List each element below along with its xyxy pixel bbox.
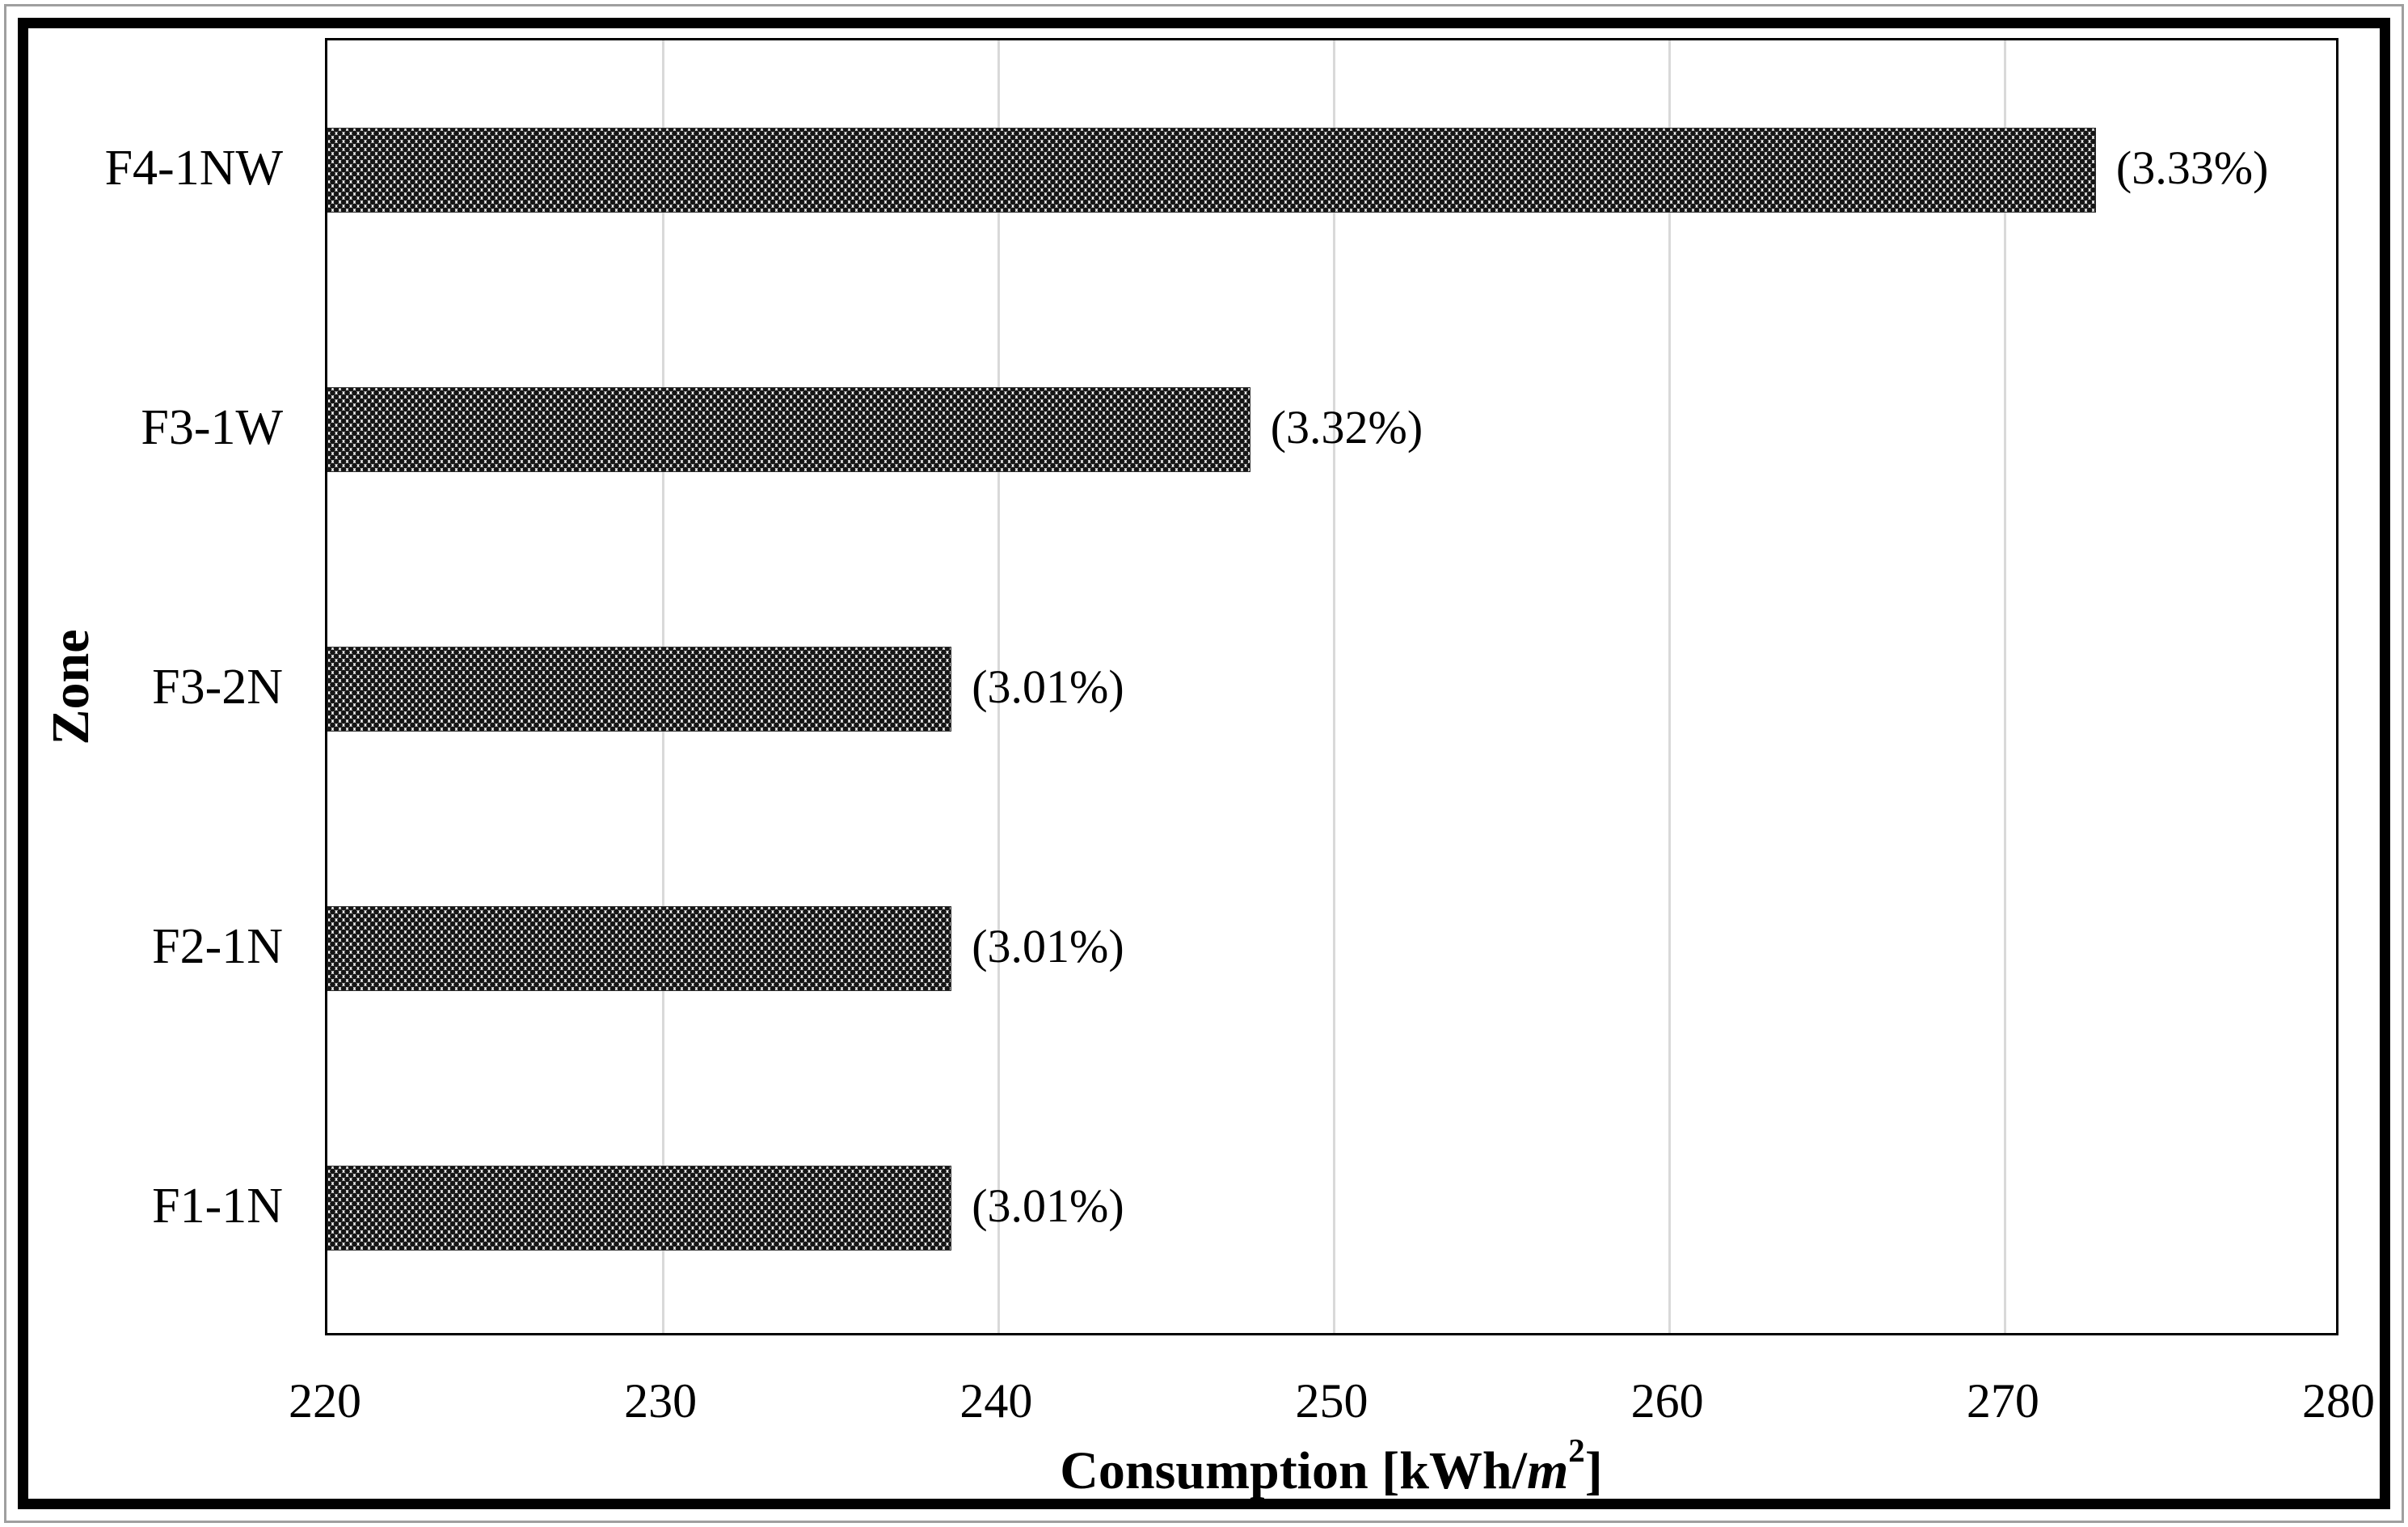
gridline-270	[2004, 40, 2007, 1333]
y-axis-title: Zone	[41, 629, 100, 745]
bar-F3-1W	[327, 387, 1250, 472]
gridline-250	[1333, 40, 1335, 1333]
gridline-240	[997, 40, 1000, 1333]
x-axis-title-exponent: 2	[1568, 1432, 1585, 1469]
x-axis-title: Consumption [kWh/m2]	[1060, 1434, 1603, 1502]
bar-value-label-F3-1W: (3.32%)	[1270, 400, 1423, 453]
x-tick-label-280: 280	[2302, 1374, 2375, 1428]
bar-F4-1NW	[327, 128, 2096, 213]
x-tick-label-250: 250	[1295, 1374, 1368, 1428]
bar-value-label-F4-1NW: (3.33%)	[2115, 141, 2269, 194]
bar-value-label-F3-2N: (3.01%)	[972, 660, 1124, 713]
category-label-F4-1NW: F4-1NW	[104, 140, 283, 196]
gridline-260	[1668, 40, 1672, 1333]
x-tick-label-260: 260	[1630, 1374, 1704, 1428]
category-label-F1-1N: F1-1N	[152, 1178, 283, 1234]
plot-area	[325, 38, 2338, 1335]
x-tick-label-270: 270	[1966, 1374, 2039, 1428]
figure-outer-hairline	[4, 4, 2404, 1523]
x-tick-label-220: 220	[289, 1374, 361, 1428]
bar-value-label-F2-1N: (3.01%)	[972, 919, 1124, 972]
category-label-F3-1W: F3-1W	[141, 399, 283, 455]
x-axis-title-unit: m	[1526, 1441, 1569, 1500]
x-tick-label-240: 240	[959, 1374, 1033, 1428]
x-tick-label-230: 230	[624, 1374, 698, 1428]
category-label-F2-1N: F2-1N	[152, 918, 283, 974]
bar-F1-1N	[327, 1166, 952, 1251]
x-axis-title-prefix: Consumption [kWh/	[1060, 1441, 1527, 1500]
bar-F3-2N	[327, 647, 952, 732]
category-label-F3-2N: F3-2N	[152, 659, 283, 715]
bar-value-label-F1-1N: (3.01%)	[972, 1179, 1124, 1232]
x-axis-title-suffix: ]	[1584, 1441, 1603, 1500]
bar-F2-1N	[327, 906, 952, 991]
